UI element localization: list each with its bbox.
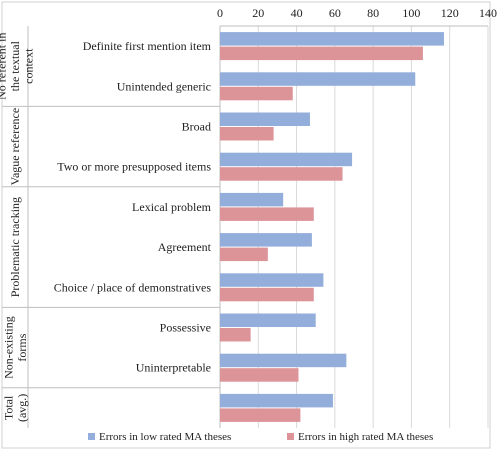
bar-high-rated [220, 368, 299, 382]
group-label-line: Vague reference [8, 108, 22, 186]
category-label: Unintended generic [117, 79, 211, 93]
legend-swatch [287, 433, 294, 440]
group-label: No referent inthe textualcontext [0, 33, 36, 100]
category-label: Uninterpretable [136, 361, 211, 375]
bar-low-rated [220, 152, 353, 167]
x-tick-label: 40 [291, 6, 303, 20]
group-label-line: No referent in [0, 33, 9, 100]
legend-label: Errors in high rated MA theses [298, 431, 433, 443]
category-label: Two or more presupposed items [57, 160, 211, 174]
category-label: Definite first mention item [83, 39, 212, 53]
bar-low-rated [220, 32, 444, 46]
group-label-line: (avg.) [15, 394, 29, 422]
bar-high-rated [220, 408, 301, 422]
bar-low-rated [220, 233, 312, 247]
bar-high-rated [220, 86, 293, 101]
group-label: Total(avg.) [1, 394, 29, 422]
x-tick-label: 0 [217, 6, 223, 20]
category-label: Agreement [158, 240, 212, 254]
bar-low-rated [220, 273, 324, 287]
x-tick-label: 140 [479, 6, 497, 20]
group-label-line: Total [1, 395, 15, 420]
legend-swatch [88, 433, 95, 440]
bar-high-rated [220, 287, 314, 302]
x-tick-label: 20 [252, 6, 264, 20]
bar-low-rated [220, 393, 333, 408]
bar-low-rated [220, 313, 316, 327]
group-label-line: the textual [8, 40, 22, 91]
x-tick-label: 80 [367, 6, 379, 20]
category-label: Broad [182, 120, 211, 134]
bar-low-rated [220, 353, 347, 368]
group-label: Vague reference [8, 108, 22, 186]
bar-high-rated [220, 46, 423, 61]
x-tick-label: 60 [329, 6, 341, 20]
bar-low-rated [220, 112, 310, 126]
group-label-line: Problematic tracking [8, 197, 22, 297]
bar-high-rated [220, 247, 268, 262]
bar-high-rated [220, 127, 274, 141]
bar-high-rated [220, 207, 314, 221]
bar-high-rated [220, 328, 251, 342]
group-label-line: context [22, 48, 36, 84]
group-label: Non-existingforms [1, 316, 29, 379]
group-label: Problematic tracking [8, 197, 22, 297]
group-label-line: Non-existing [1, 316, 15, 379]
category-label: Choice / place of demonstratives [54, 280, 212, 294]
x-tick-label: 100 [402, 6, 420, 20]
legend-label: Errors in low rated MA theses [99, 431, 231, 443]
bar-low-rated [220, 72, 416, 86]
bar-high-rated [220, 167, 343, 181]
x-tick-label: 120 [441, 6, 459, 20]
chart-frame [1, 1, 491, 449]
group-label-line: forms [15, 333, 29, 361]
category-label: Lexical problem [132, 200, 212, 214]
bar-low-rated [220, 192, 284, 207]
category-label: Possessive [160, 321, 211, 335]
